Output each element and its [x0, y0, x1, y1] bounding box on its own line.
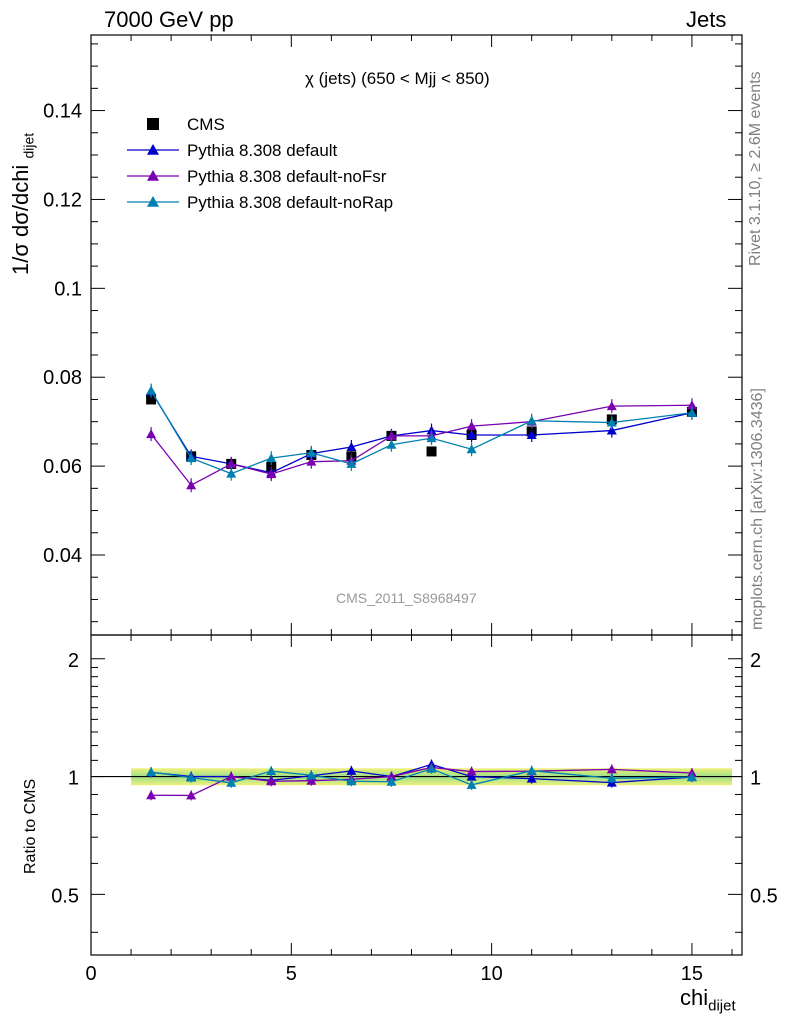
ratio-line — [151, 766, 692, 797]
ratio-point — [466, 766, 477, 776]
x-tick-label: 0 — [85, 963, 96, 985]
ratio-point — [266, 766, 277, 776]
ratio-point — [606, 764, 617, 774]
data-point-triangle — [346, 458, 357, 468]
data-point-triangle — [226, 458, 237, 468]
ratio-point — [186, 790, 197, 800]
y-tick-label: 0.04 — [43, 545, 82, 567]
ratio-y-tick-label-right: 1 — [750, 768, 761, 790]
x-tick-label: 10 — [480, 963, 502, 985]
ratio-point — [466, 779, 477, 789]
data-point-triangle — [606, 417, 617, 427]
x-tick-label: 15 — [681, 963, 703, 985]
ratio-y-tick-label-right: 2 — [750, 650, 761, 672]
data-point-triangle — [466, 421, 477, 431]
ratio-y-tick-label-right: 0.5 — [750, 885, 778, 907]
y-tick-label: 0.14 — [43, 101, 82, 123]
data-point-square — [426, 446, 437, 457]
ratio-point — [306, 770, 317, 780]
ratio-y-tick-label: 2 — [68, 650, 79, 672]
data-point-triangle — [146, 429, 157, 439]
y-tick-label: 0.08 — [43, 367, 82, 389]
ratio-point — [386, 776, 397, 786]
data-point-triangle — [186, 453, 197, 463]
data-point-triangle — [466, 430, 477, 439]
y-axis-label-main-1: 1/σ dσ/dchi — [8, 164, 33, 275]
legend-marker-square — [147, 118, 159, 130]
y-axis-label: 1/σ dσ/dchi dijet — [8, 133, 36, 275]
ratio-point — [226, 771, 237, 781]
ratio-point — [426, 763, 437, 773]
data-point-triangle — [306, 456, 317, 466]
legend-marker-triangle — [147, 144, 159, 155]
header-right: Jets — [686, 7, 727, 32]
ratio-point — [606, 773, 617, 783]
legend-marker-triangle — [147, 196, 159, 207]
data-point-triangle — [266, 453, 277, 463]
ratio-y-tick-label: 0.5 — [51, 885, 79, 907]
x-tick-label: 5 — [286, 963, 297, 985]
ratio-line — [151, 768, 692, 786]
data-point-triangle — [426, 433, 437, 443]
data-point-triangle — [606, 425, 617, 435]
data-point-triangle — [346, 442, 357, 451]
y-tick-label: 0.06 — [43, 456, 82, 478]
data-point-triangle — [526, 415, 537, 425]
legend-label: CMS — [187, 115, 225, 134]
plot-title: χ (jets) (650 < Mjj < 850) — [305, 69, 490, 88]
y-tick-label: 0.12 — [43, 189, 82, 211]
mcplots-label: mcplots.cern.ch [arXiv:1306.3436] — [749, 388, 766, 630]
data-point-triangle — [146, 385, 157, 395]
data-point-triangle — [306, 447, 317, 457]
watermark: CMS_2011_S8968497 — [336, 590, 477, 606]
data-point-triangle — [466, 444, 477, 454]
legend-label: Pythia 8.308 default-noFsr — [187, 167, 387, 186]
ratio-point — [266, 776, 277, 786]
legend-marker-triangle — [147, 170, 159, 181]
ratio-point — [386, 771, 397, 781]
data-point-triangle — [386, 439, 397, 449]
y-axis-label-sub: dijet — [20, 132, 37, 159]
data-point-triangle — [266, 469, 277, 479]
ratio-point — [346, 765, 357, 775]
ratio-line — [151, 763, 692, 784]
data-point-triangle — [226, 468, 237, 478]
x-axis-label: chidijet — [680, 985, 736, 1014]
header-left: 7000 GeV pp — [104, 7, 234, 32]
data-point-square — [146, 394, 157, 405]
ratio-y-axis-label: Ratio to CMS — [22, 778, 39, 874]
ratio-point — [346, 776, 357, 786]
series-line — [150, 404, 692, 487]
data-point-triangle — [606, 401, 617, 411]
data-point-triangle — [686, 407, 697, 417]
ratio-point — [186, 772, 197, 782]
ratio-point — [226, 777, 237, 787]
data-point-triangle — [686, 400, 697, 410]
x-axis-label-main: chi — [680, 985, 709, 1010]
ratio-point — [146, 767, 157, 777]
legend-label: Pythia 8.308 default-noRap — [187, 193, 393, 212]
ratio-point — [526, 773, 537, 783]
data-point-triangle — [186, 480, 197, 490]
ratio-point — [686, 772, 697, 782]
x-axis-label-sub: dijet — [708, 997, 736, 1015]
ratio-point — [146, 790, 157, 800]
legend-label: Pythia 8.308 default — [187, 141, 338, 160]
y-tick-label: 0.1 — [54, 278, 82, 300]
ratio-frame — [90, 634, 743, 956]
rivet-label: Rivet 3.1.10, ≥ 2.6M events — [747, 71, 764, 266]
ratio-y-tick-label: 1 — [68, 768, 79, 790]
series-line — [150, 390, 693, 475]
data-point-triangle — [386, 430, 397, 440]
ratio-point — [526, 765, 537, 775]
data-point-triangle — [526, 430, 537, 439]
series-line — [150, 391, 693, 474]
